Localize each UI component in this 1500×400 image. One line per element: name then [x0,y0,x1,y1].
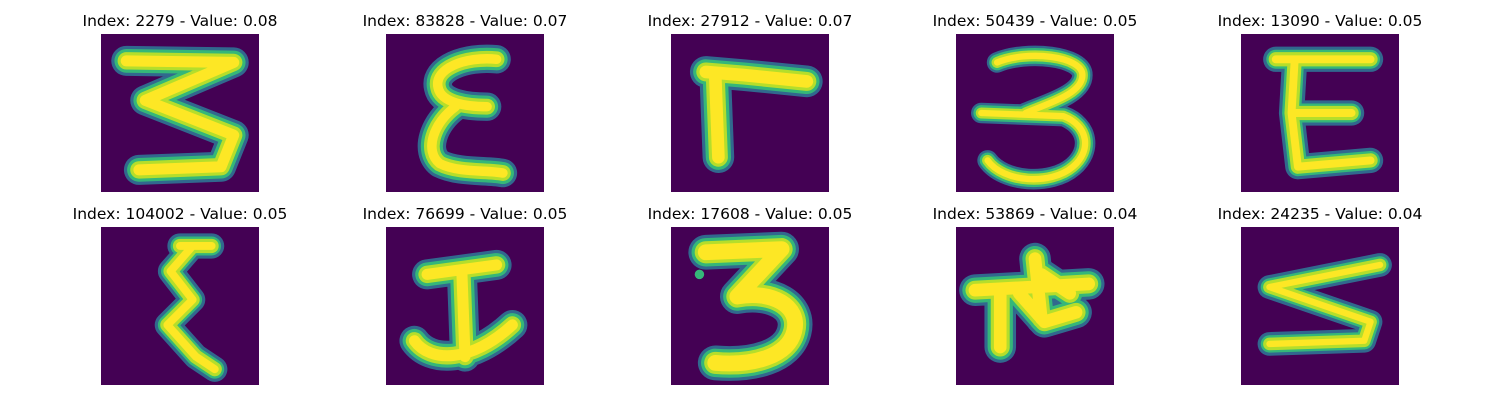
glyph-image-svg [971,45,1096,190]
glyph-image-svg [1263,46,1384,180]
panel-title: Index: 76699 - Value: 0.05 [362,205,568,223]
glyph-image [1241,34,1399,192]
panel: Index: 104002 - Value: 0.05 [65,203,295,393]
glyph-image [1241,227,1399,385]
panel-title: Index: 83828 - Value: 0.07 [362,12,568,30]
panel-title: Index: 2279 - Value: 0.08 [82,12,278,30]
panel: Index: 76699 - Value: 0.05 [350,203,580,393]
glyph-image [956,227,1114,385]
panel-title: Index: 17608 - Value: 0.05 [647,205,853,223]
panel: Index: 50439 - Value: 0.05 [920,10,1150,200]
panel-title: Index: 104002 - Value: 0.05 [72,205,288,223]
panel-title: Index: 13090 - Value: 0.05 [1217,12,1423,30]
panel-title: Index: 24235 - Value: 0.04 [1217,205,1423,223]
panel: Index: 2279 - Value: 0.08 [65,10,295,200]
glyph-image [956,34,1114,192]
glyph-image-svg [154,233,228,382]
glyph-image [671,227,829,385]
panel-title: Index: 27912 - Value: 0.07 [647,12,853,30]
glyph-image-svg [688,231,813,381]
glyph-image-svg [417,44,518,188]
glyph-image [101,34,259,192]
glyph-image [386,227,544,385]
glyph-image-svg [399,249,528,372]
glyph-image [386,34,544,192]
glyph-image-svg [959,242,1105,363]
panel: Index: 17608 - Value: 0.05 [635,203,865,393]
panel: Index: 27912 - Value: 0.07 [635,10,865,200]
panel: Index: 83828 - Value: 0.07 [350,10,580,200]
panel-title: Index: 53869 - Value: 0.04 [932,205,1138,223]
panel: Index: 13090 - Value: 0.05 [1205,10,1435,200]
glyph-image [101,227,259,385]
glyph-image-svg [1257,253,1392,356]
glyph-image-svg [111,45,249,185]
panel: Index: 53869 - Value: 0.04 [920,203,1150,393]
panel-title: Index: 50439 - Value: 0.05 [932,12,1138,30]
panel: Index: 24235 - Value: 0.04 [1205,203,1435,393]
glyph-image [671,34,829,192]
glyph-image-svg [689,56,823,174]
